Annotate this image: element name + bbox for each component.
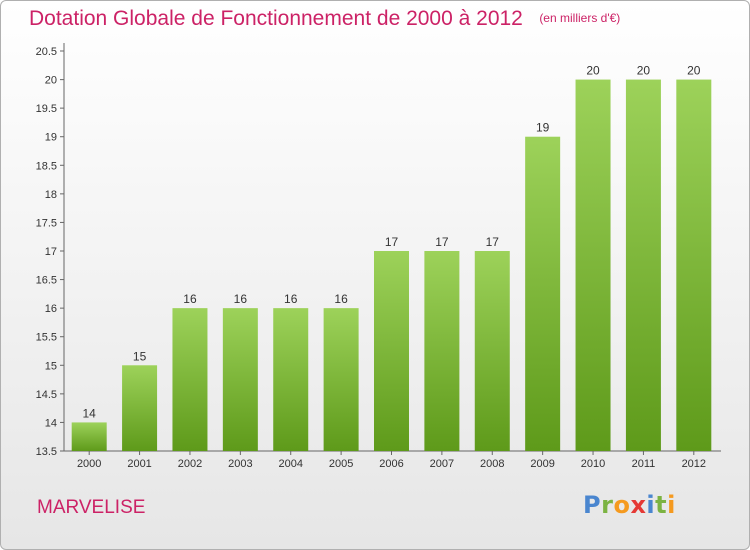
x-tick-label: 2005: [329, 458, 353, 470]
bar-value-label: 16: [334, 292, 348, 306]
y-tick-label: 16.5: [36, 275, 57, 287]
x-tick-label: 2000: [77, 458, 101, 470]
bar-2002: [172, 308, 208, 451]
x-tick-label: 2007: [430, 458, 454, 470]
bar-value-label: 15: [133, 349, 147, 363]
bar-2000: [71, 422, 107, 451]
bar-2005: [323, 308, 359, 451]
chart-unit: (en milliers d'€): [539, 11, 621, 25]
y-tick-label: 19.5: [36, 103, 57, 115]
bar-2010: [575, 79, 611, 452]
x-tick-label: 2009: [530, 458, 554, 470]
y-tick-label: 19: [45, 132, 57, 144]
bar-value-label: 17: [486, 235, 500, 249]
bar-2008: [474, 251, 510, 451]
bar-value-label: 17: [385, 235, 399, 249]
y-tick-label: 20.5: [36, 46, 57, 58]
y-tick-label: 16: [45, 303, 57, 315]
x-tick-label: 2011: [632, 458, 656, 470]
bar-2004: [273, 308, 309, 451]
y-tick-label: 15: [45, 360, 57, 372]
x-tick-label: 2006: [379, 458, 403, 470]
bar-2011: [625, 79, 661, 452]
x-tick-label: 2002: [178, 458, 202, 470]
chart-title: Dotation Globale de Fonctionnement de 20…: [29, 7, 523, 30]
x-tick-label: 2010: [581, 458, 605, 470]
bar-value-label: 19: [536, 121, 550, 135]
data-labels: 14 15 16 16 16 16 17 17 17 19 20 20 20: [83, 64, 701, 421]
y-tick-label: 18.5: [36, 160, 57, 172]
y-tick-label: 14: [45, 417, 57, 429]
bar-2009: [525, 136, 561, 451]
bar-2003: [222, 308, 258, 451]
bars: [71, 79, 712, 452]
y-tick-label: 18: [45, 189, 57, 201]
bar-value-label: 20: [687, 64, 701, 78]
bar-value-label: 20: [586, 64, 600, 78]
bar-value-label: 16: [234, 292, 248, 306]
bar-2007: [424, 251, 460, 451]
bar-value-label: 16: [284, 292, 298, 306]
bar-value-label: 16: [183, 292, 197, 306]
x-tick-label: 2012: [682, 458, 706, 470]
bar-2012: [676, 79, 712, 452]
y-tick-label: 15.5: [36, 332, 57, 344]
commune-name: MARVELISE: [37, 497, 146, 518]
bar-value-label: 17: [435, 235, 449, 249]
proxiti-logo: Proxiti: [583, 491, 676, 519]
bar-2006: [374, 251, 409, 451]
chart-header: Dotation Globale de Fonctionnement de 20…: [29, 7, 620, 31]
bar-2001: [122, 365, 158, 451]
bar-value-label: 14: [83, 406, 97, 420]
y-tick-label: 17: [45, 246, 57, 258]
x-tick-label: 2008: [480, 458, 504, 470]
x-tick-label: 2003: [228, 458, 252, 470]
y-tick-label: 14.5: [36, 389, 57, 401]
x-tick-label: 2004: [278, 458, 302, 470]
bar-value-label: 20: [637, 64, 651, 78]
y-tick-label: 13.5: [36, 446, 57, 458]
y-tick-label: 17.5: [36, 217, 57, 229]
y-tick-label: 20: [45, 75, 57, 87]
x-tick-label: 2001: [127, 458, 151, 470]
